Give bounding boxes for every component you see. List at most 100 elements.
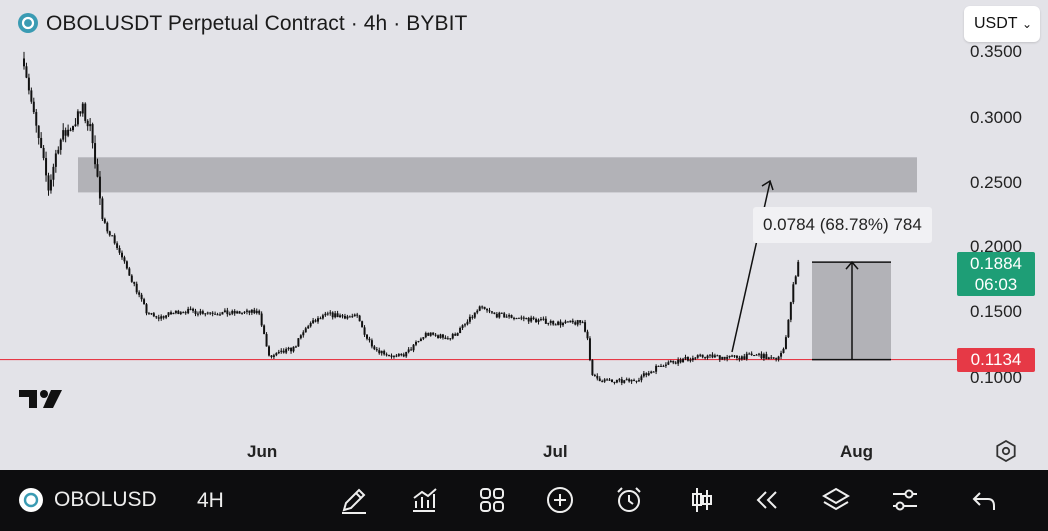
tradingview-logo-icon	[19, 390, 62, 408]
candle-body	[248, 310, 251, 313]
sliders-icon[interactable]	[889, 484, 921, 516]
candle-body	[54, 153, 57, 167]
candle-body	[674, 362, 677, 364]
candle-body	[324, 313, 327, 316]
candle-body	[253, 309, 256, 314]
candle-body	[684, 357, 687, 359]
chart-area[interactable]: OBOLUSDT Perpetual Contract · 4h · BYBIT…	[0, 0, 1048, 470]
candle-body	[640, 376, 643, 381]
candle-body	[691, 358, 694, 361]
toolbar-symbol: OBOLUSD	[54, 488, 157, 511]
candle-body	[797, 261, 800, 277]
candle-body	[40, 137, 43, 148]
candle-body	[108, 231, 111, 236]
candle-body	[123, 257, 126, 262]
candle-body	[285, 349, 288, 353]
currency-dropdown[interactable]: USDT ⌄	[964, 6, 1040, 42]
candle-body	[196, 313, 199, 315]
candle-body	[27, 77, 30, 91]
candle-body	[635, 380, 638, 382]
candle-body	[121, 252, 123, 258]
candle-body	[566, 321, 569, 323]
candle-body	[782, 348, 785, 353]
rewind-icon[interactable]	[751, 484, 783, 516]
candle-body	[89, 124, 92, 127]
candle-body	[326, 313, 329, 315]
last-price-tag: 0.1884 06:03	[957, 252, 1035, 296]
candle-body	[789, 302, 792, 320]
candle-body	[375, 349, 378, 351]
candle-body	[591, 359, 594, 375]
symbol-selector[interactable]: OBOLUSD	[18, 487, 157, 513]
candle-body	[562, 323, 564, 326]
candle-body	[145, 304, 148, 314]
candle-body	[493, 312, 496, 314]
candle-body	[689, 360, 692, 362]
candle-body	[520, 317, 523, 319]
candle-body	[250, 309, 253, 313]
plus-circle-icon[interactable]	[544, 484, 576, 516]
candle-body	[660, 365, 662, 367]
candle-body	[272, 355, 275, 357]
candle-body	[277, 351, 280, 354]
candle-body	[331, 312, 334, 318]
chart-add-icon[interactable]	[408, 484, 440, 516]
layers-icon[interactable]	[820, 484, 852, 516]
pen-icon[interactable]	[338, 484, 370, 516]
candle-body	[535, 318, 538, 322]
candle-body	[601, 381, 604, 383]
candle-body	[623, 380, 626, 383]
candle-body	[368, 338, 371, 341]
candle-body	[67, 129, 70, 136]
candle-body	[645, 373, 648, 376]
candle-body	[784, 337, 787, 349]
candle-body	[407, 349, 410, 352]
alarm-icon[interactable]	[613, 484, 645, 516]
candle-body	[544, 318, 547, 324]
candle-body	[780, 352, 783, 357]
candle-body	[162, 316, 165, 318]
candle-body	[652, 371, 655, 373]
candles-icon[interactable]	[686, 484, 718, 516]
candle-body	[155, 316, 158, 318]
candle-body	[74, 124, 77, 127]
price-chart[interactable]	[0, 0, 1048, 470]
candle-body	[777, 356, 780, 360]
candle-body	[206, 312, 209, 314]
candle-body	[608, 379, 611, 381]
candle-body	[723, 356, 726, 359]
candle-body	[179, 312, 182, 314]
candle-body	[390, 355, 393, 357]
candle-body	[667, 362, 670, 365]
candle-body	[160, 316, 163, 319]
candle-body	[64, 130, 67, 136]
candle-body	[194, 310, 197, 314]
chart-settings-icon[interactable]	[995, 440, 1017, 462]
candle-body	[113, 235, 116, 244]
candle-body	[353, 314, 356, 317]
candle-body	[128, 268, 131, 276]
candle-body	[564, 321, 567, 324]
candle-body	[694, 357, 697, 359]
candle-body	[662, 365, 665, 367]
candle-body	[461, 325, 464, 329]
candle-body	[740, 356, 743, 360]
candle-body	[718, 355, 721, 360]
interval-button[interactable]: 4H	[197, 489, 224, 512]
grid-icon[interactable]	[476, 484, 508, 516]
candle-body	[770, 357, 773, 359]
candle-body	[647, 373, 650, 376]
undo-icon[interactable]	[968, 484, 1000, 516]
candle-body	[738, 357, 741, 360]
candle-body	[432, 332, 435, 335]
candle-body	[787, 319, 790, 338]
candle-body	[402, 354, 405, 357]
candle-body	[794, 276, 797, 285]
candle-body	[297, 338, 300, 347]
candle-body	[596, 375, 599, 379]
candle-body	[241, 312, 244, 314]
x-tick: Aug	[840, 442, 874, 461]
candle-body	[184, 312, 187, 314]
candle-body	[682, 358, 685, 363]
candle-body	[772, 357, 775, 359]
